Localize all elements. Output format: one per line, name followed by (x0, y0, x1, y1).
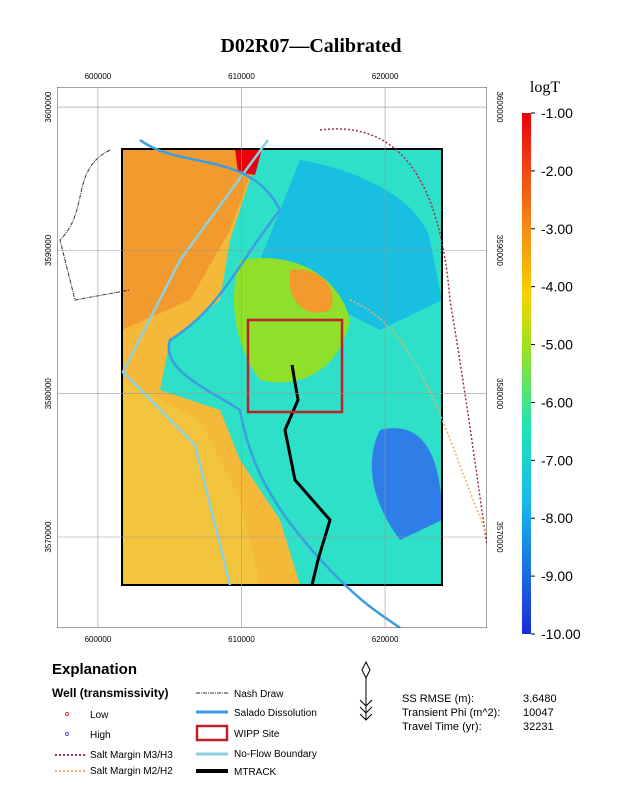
colorbar-tick-label: -5.00 (541, 337, 573, 353)
title: D02R07—Calibrated (220, 35, 401, 57)
colorbar-tick-label: -2.00 (541, 163, 573, 179)
x-tick-label: 600000 (85, 635, 112, 644)
colorbar-tick-label: -4.00 (541, 279, 573, 295)
colorbar-tick-label: -7.00 (541, 452, 573, 468)
salt-margin-m3h3 (319, 128, 487, 546)
wipp-symbol (195, 724, 229, 742)
x-tick-label: 620000 (372, 72, 399, 81)
north-arrow (359, 660, 373, 721)
southwest (122, 380, 260, 585)
legend-label: Low (90, 710, 109, 721)
x-tick-label: 620000 (372, 635, 399, 644)
legend-label: High (90, 730, 111, 741)
x-tick-label: 600000 (85, 72, 112, 81)
stat-label: Transient Phi (m^2): (402, 707, 500, 719)
colorbar (522, 113, 531, 634)
legend-label: Salado Dissolution (234, 708, 317, 719)
stat-label: SS RMSE (m): (402, 693, 474, 705)
colorbar-tick-label: -8.00 (541, 510, 573, 526)
colorbar-label: logT (530, 79, 560, 96)
no-flow-boundary (121, 139, 270, 586)
legend-label: MTRACK (234, 767, 277, 778)
stat-value: 3.6480 (523, 693, 557, 705)
model-boundary (121, 148, 443, 586)
legend-label: Salt Margin M2/H2 (90, 766, 173, 777)
colorbar-tick-label: -9.00 (541, 568, 573, 584)
low-symbol (65, 712, 69, 716)
legend-label: WIPP Site (234, 729, 280, 740)
colorbar-tick-label: -10.00 (541, 626, 581, 642)
mtrack (283, 364, 332, 586)
southeast-low (371, 428, 442, 540)
legend-label: Salt Margin M3/H3 (90, 750, 173, 761)
colorbar-tick-label: -1.00 (541, 105, 573, 121)
legend-heading: Explanation (52, 661, 137, 678)
map (57, 87, 487, 628)
center-high (289, 269, 333, 313)
stat-label: Travel Time (yr): (402, 721, 482, 733)
y-tick-label: 3600000 (44, 91, 53, 123)
x-tick-label: 610000 (228, 72, 255, 81)
stats: SS RMSE (m): 3.6480 Transient Phi (m^2): 10… (402, 693, 557, 733)
stat-value: 10047 (523, 707, 554, 719)
arrow-head (361, 660, 371, 680)
west-high (122, 149, 260, 330)
well-heading: Well (transmissivity) (52, 686, 168, 700)
arrow-feathers (359, 699, 373, 721)
stat-value: 32231 (523, 721, 554, 733)
salado-dissolution (139, 138, 401, 628)
y-tick-label: 3590000 (44, 234, 53, 266)
y-tick-label: 3570000 (495, 521, 504, 553)
nash-draw (59, 149, 131, 301)
map-grid: 600000 600000 610000 610000 620000 620000 3570… (44, 72, 504, 644)
y-tick-label: 3600000 (495, 91, 504, 123)
salt-margin-m2h2 (349, 299, 487, 536)
y-tick-label: 3570000 (44, 521, 53, 553)
legend: Low High Salt Margin M3/H3 Salt Margin M… (55, 689, 317, 778)
colorbar-tick-label: -6.00 (541, 394, 573, 410)
wipp-site (246, 318, 344, 414)
colorbar-tick-label: -3.00 (541, 221, 573, 237)
legend-label: Nash Draw (234, 689, 284, 700)
y-tick-label: 3580000 (44, 378, 53, 410)
x-tick-label: 610000 (228, 635, 255, 644)
high-symbol (65, 732, 69, 736)
y-tick-label: 3590000 (495, 235, 504, 267)
legend-label: No-Flow Boundary (234, 749, 317, 760)
y-tick-label: 3580000 (495, 378, 504, 410)
